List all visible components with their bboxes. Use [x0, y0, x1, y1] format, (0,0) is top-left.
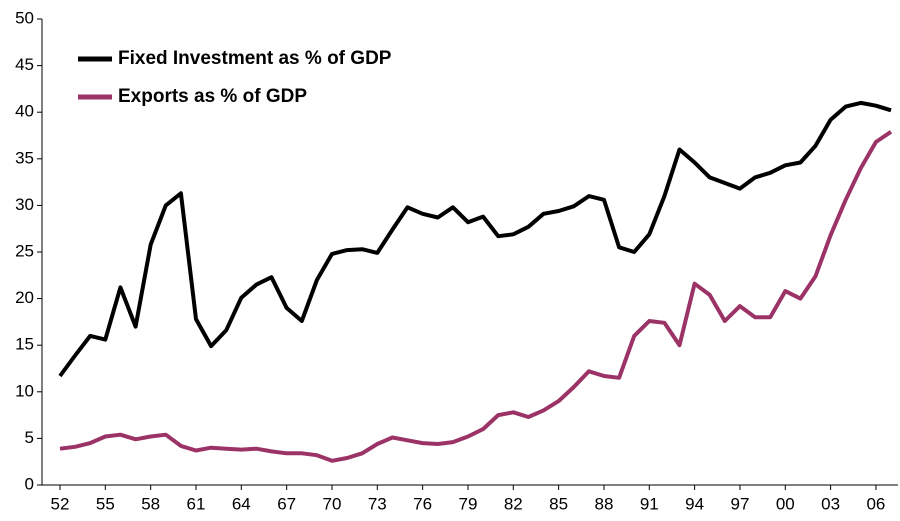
x-tick-label: 03: [821, 494, 840, 513]
x-tick-label: 94: [685, 494, 704, 513]
y-tick-label: 45: [15, 55, 34, 74]
x-tick-label: 79: [459, 494, 478, 513]
series-line: [58, 100, 892, 378]
y-tick-label: 50: [15, 8, 34, 27]
x-tick-label: 58: [141, 494, 160, 513]
x-tick-label: 52: [51, 494, 70, 513]
x-tick-label: 64: [232, 494, 251, 513]
y-tick-label: 5: [25, 428, 34, 447]
x-tick-label: 70: [323, 494, 342, 513]
legend-label: Exports as % of GDP: [118, 86, 307, 107]
y-tick-label: 0: [25, 474, 34, 493]
y-tick-label: 40: [15, 102, 34, 121]
y-tick-label: 20: [15, 288, 34, 307]
x-tick-label: 55: [96, 494, 115, 513]
x-tick-label: 97: [730, 494, 749, 513]
x-tick-label: 85: [549, 494, 568, 513]
x-tick-label: 00: [776, 494, 795, 513]
y-tick-label: 30: [15, 195, 34, 214]
x-tick-label: 91: [640, 494, 659, 513]
legend-label: Fixed Investment as % of GDP: [118, 48, 392, 69]
y-tick-label: 35: [15, 148, 34, 167]
x-tick-label: 82: [504, 494, 523, 513]
y-tick-label: 25: [15, 241, 34, 260]
x-tick-label: 67: [277, 494, 296, 513]
y-tick-label: 10: [15, 381, 34, 400]
x-tick-label: 73: [368, 494, 387, 513]
y-tick-label: 15: [15, 335, 34, 354]
x-tick-label: 76: [413, 494, 432, 513]
series-line: [59, 130, 893, 463]
x-tick-label: 61: [187, 494, 206, 513]
x-tick-label: 88: [594, 494, 613, 513]
x-tick-label: 06: [866, 494, 885, 513]
